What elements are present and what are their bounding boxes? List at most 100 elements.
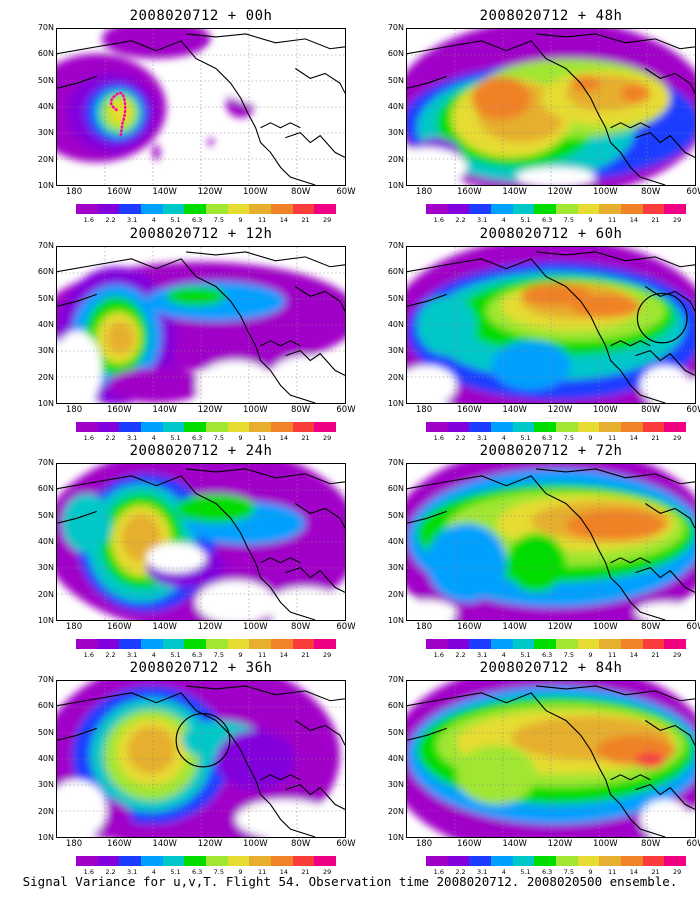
colorbar — [426, 639, 687, 649]
longitude-label: 60W — [336, 622, 356, 632]
colorbar-label: 4 — [501, 651, 506, 659]
colorbar-swatch — [599, 856, 622, 866]
graticule — [57, 464, 345, 620]
latitude-label: 10N — [37, 833, 54, 842]
coastline — [407, 510, 447, 524]
longitude-label: 60W — [686, 839, 700, 849]
latitude-label: 70N — [37, 241, 54, 250]
colorbar-label: 6.3 — [191, 216, 203, 224]
colorbar-swatch — [119, 639, 142, 649]
coastline — [295, 286, 345, 312]
low-variance-area — [516, 167, 596, 185]
coastline — [186, 468, 345, 485]
colorbar-swatch — [642, 856, 665, 866]
colorbar-swatch — [141, 856, 163, 866]
colorbar-label: 5.1 — [170, 651, 181, 659]
colorbar-label: 5.1 — [520, 651, 531, 659]
forecast-panel: 2008020712 + 24h 70N 60N 50N 40N 30N 20N 10N 180… — [28, 443, 358, 659]
latitude-label: 20N — [37, 372, 54, 382]
colorbar-label: 5.1 — [520, 868, 531, 876]
coastline — [186, 33, 345, 50]
coastline — [260, 122, 301, 129]
low-variance-area — [57, 779, 107, 837]
colorbar-swatch — [162, 422, 185, 432]
colorbar-label: 7.5 — [563, 434, 574, 442]
low-variance-area — [640, 365, 691, 403]
latitude-label: 30N — [37, 346, 54, 356]
coastline — [186, 685, 345, 702]
longitude-label: 140W — [502, 187, 527, 197]
colorbar-swatch — [292, 856, 315, 866]
colorbar-swatch — [184, 856, 207, 866]
colorbar-label: 29 — [323, 216, 332, 224]
colorbar-label: 2.2 — [455, 434, 466, 442]
coastline — [580, 518, 666, 620]
variance-contour — [521, 282, 591, 307]
colorbar-swatch — [206, 639, 228, 649]
colorbar-label: 6.3 — [541, 434, 553, 442]
colorbar-swatch — [249, 204, 272, 214]
longitude-label: 80W — [641, 622, 661, 632]
colorbar-label: 5.1 — [170, 434, 181, 442]
colorbar-swatch — [184, 639, 207, 649]
colorbar-labels: 1.6 2.2 3.1 4 5.1 6.3 7.5 9 11 14 21 29 — [76, 651, 336, 661]
longitude-label: 160W — [107, 839, 132, 849]
colorbar-swatch — [491, 639, 513, 649]
colorbar-swatch — [491, 204, 513, 214]
latitude-label: 60N — [387, 701, 404, 711]
colorbar-label: 11 — [258, 868, 267, 876]
low-variance-area — [196, 360, 276, 403]
variance-field — [57, 29, 345, 185]
colorbar-swatch — [227, 856, 250, 866]
graticule — [57, 247, 345, 403]
colorbar-swatch — [577, 639, 600, 649]
latitude-label: 20N — [387, 806, 404, 816]
coastline — [230, 735, 316, 837]
coastline — [407, 75, 447, 89]
longitude-label: 140W — [152, 839, 177, 849]
colorbar-label: 1.6 — [433, 434, 444, 442]
longitude-label: 120W — [547, 405, 573, 415]
low-variance-area — [407, 600, 457, 620]
coastline — [610, 774, 651, 781]
latitude-label: 10N — [387, 833, 404, 842]
colorbar-labels: 1.6 2.2 3.1 4 5.1 6.3 7.5 9 11 14 21 29 — [426, 434, 686, 444]
colorbar-swatch — [119, 422, 142, 432]
colorbar-label: 21 — [651, 651, 660, 659]
latitude-label: 30N — [387, 780, 404, 790]
colorbar-swatch — [599, 204, 622, 214]
coastlines — [57, 468, 345, 620]
longitude-label: 80W — [291, 622, 311, 632]
longitude-label: 120W — [197, 839, 223, 849]
colorbar-swatch — [469, 639, 492, 649]
coastline — [186, 251, 345, 268]
longitude-label: 60W — [686, 187, 700, 197]
colorbar-label: 4 — [501, 868, 506, 876]
variance-contour — [166, 286, 226, 307]
variance-contour — [456, 745, 537, 805]
variance-contour — [570, 75, 601, 92]
latitude-label: 10N — [387, 616, 404, 625]
latitude-label: 50N — [37, 727, 54, 737]
coastlines — [407, 685, 695, 837]
colorbar-swatch — [469, 422, 492, 432]
colorbar-label: 11 — [258, 434, 267, 442]
latitude-label: 40N — [37, 102, 54, 111]
coastline — [285, 350, 345, 376]
coastline — [635, 350, 695, 376]
variance-map — [56, 246, 346, 404]
colorbar-label: 9 — [238, 216, 243, 224]
variance-map — [56, 28, 346, 186]
colorbar-label: 3.1 — [476, 216, 488, 224]
colorbar-swatch — [512, 639, 535, 649]
colorbar-swatch — [292, 639, 315, 649]
colorbar-swatch — [426, 422, 448, 432]
colorbar-swatch — [271, 422, 293, 432]
variance-contour — [570, 294, 641, 319]
variance-contour — [471, 76, 532, 120]
latitude-label: 20N — [387, 154, 404, 164]
latitude-label: 50N — [37, 293, 54, 303]
colorbar-swatch — [447, 639, 470, 649]
longitude-label: 140W — [502, 405, 527, 415]
colorbar — [426, 856, 687, 866]
